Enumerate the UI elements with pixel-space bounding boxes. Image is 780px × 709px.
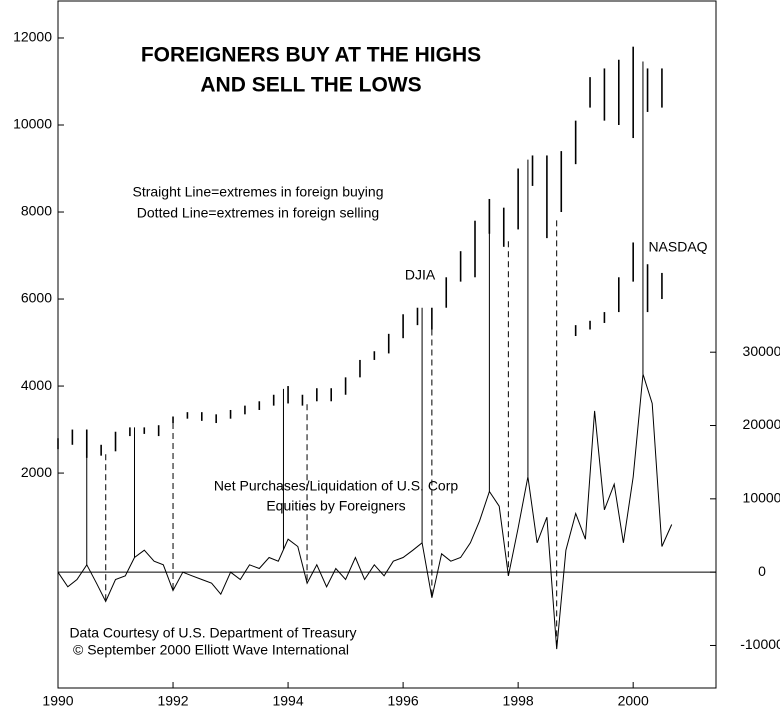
x-tick-label: 1990 [42, 693, 73, 709]
title-line: FOREIGNERS BUY AT THE HIGHS [141, 44, 481, 67]
x-tick-label: 1994 [272, 693, 303, 709]
legend-line: Straight Line=extremes in foreign buying [133, 184, 384, 200]
net-line [57, 374, 673, 650]
series-label: NASDAQ [648, 239, 707, 255]
legend-line: Dotted Line=extremes in foreign selling [137, 205, 379, 221]
series-label: DJIA [405, 267, 436, 283]
y-tick-label: 10000 [13, 116, 52, 132]
source-line: Data Courtesy of U.S. Department of Trea… [69, 625, 356, 641]
x-tick-label: 2000 [618, 693, 649, 709]
y-tick-label: 6000 [21, 290, 52, 306]
source-line: © September 2000 Elliott Wave Internatio… [73, 642, 349, 658]
x-tick-label: 1998 [503, 693, 534, 709]
y-tick-label: 12000 [13, 29, 52, 45]
x-tick-label: 1992 [157, 693, 188, 709]
y-tick-label: 8000 [21, 203, 52, 219]
y2-tick-label: -10000 [740, 636, 780, 652]
y2-tick-label: 10000 [743, 490, 780, 506]
y-tick-label: 2000 [21, 464, 52, 480]
x-tick-label: 1996 [388, 693, 419, 709]
net-label: Equities by Foreigners [266, 498, 405, 514]
net-label: Net Purchases/Liquidation of U.S. Corp [214, 478, 459, 494]
y-tick-label: 4000 [21, 377, 52, 393]
title-line: AND SELL THE LOWS [200, 74, 421, 97]
y2-tick-label: 30000 [743, 343, 780, 359]
y2-tick-label: 20000 [743, 416, 780, 432]
plot-frame [57, 0, 717, 689]
y2-tick-label: 0 [758, 563, 766, 579]
